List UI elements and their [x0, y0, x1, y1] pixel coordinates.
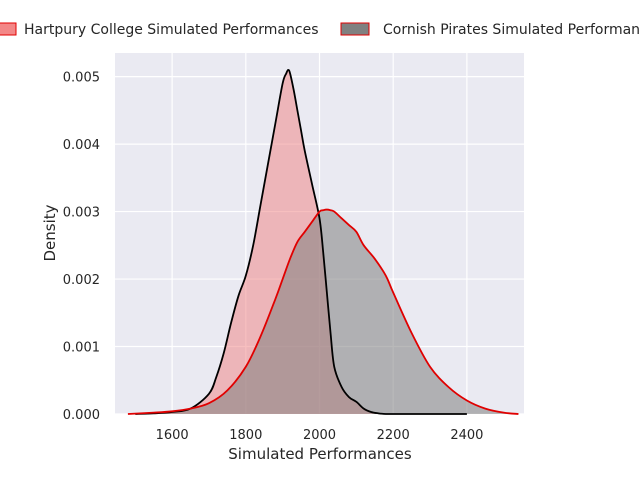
x-tick-label: 2200 [377, 428, 410, 443]
legend-swatch-hartpury [0, 22, 17, 36]
density-line-cornish [127, 208, 519, 415]
density-area-cornish [127, 209, 519, 414]
density-line-hartpury [135, 68, 467, 415]
legend-label-hartpury: Hartpury College Simulated Performances [24, 22, 319, 38]
y-tick-label: 0.003 [63, 206, 100, 221]
y-tick-label: 0.001 [63, 341, 100, 356]
x-tick-label: 2400 [450, 428, 483, 443]
x-tick-label: 2000 [303, 428, 336, 443]
x-tick-label: 1600 [156, 428, 189, 443]
x-axis: 1600 1800 2000 2200 2400 [156, 428, 484, 443]
series-layer [127, 68, 519, 415]
x-tick-label: 1800 [229, 428, 262, 443]
x-axis-label: Simulated Performances [228, 445, 412, 463]
y-tick-label: 0.000 [63, 408, 100, 423]
legend: Hartpury College Simulated Performances … [0, 22, 640, 38]
y-axis: 0.000 0.001 0.002 0.003 0.004 0.005 [63, 71, 100, 423]
legend-swatch-cornish [340, 22, 370, 36]
y-tick-label: 0.002 [63, 273, 100, 288]
y-tick-label: 0.005 [63, 71, 100, 86]
y-tick-label: 0.004 [63, 138, 100, 153]
legend-label-cornish: Cornish Pirates Simulated Performances [383, 22, 640, 38]
y-axis-label: Density [41, 204, 59, 261]
